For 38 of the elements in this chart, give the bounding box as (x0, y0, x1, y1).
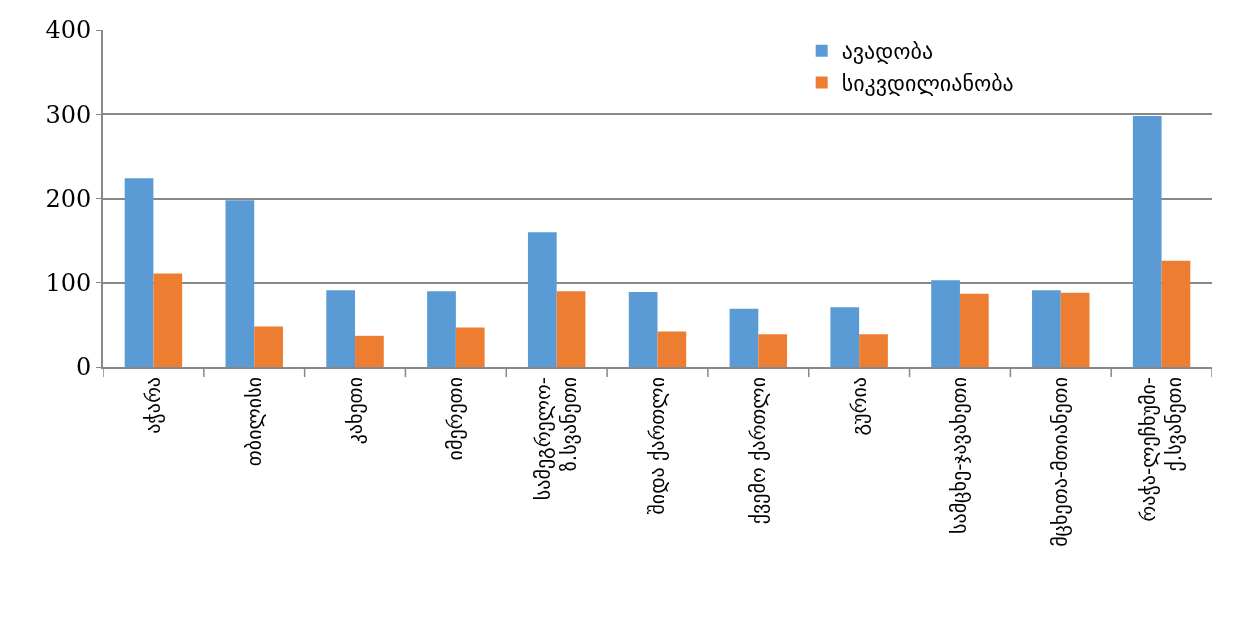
y-tick-label: 100 (45, 269, 92, 298)
bar (556, 291, 586, 367)
bar (225, 200, 255, 367)
bar (527, 232, 557, 367)
x-tick-label: აჭარა (140, 377, 165, 434)
y-tick-label: 200 (45, 184, 92, 213)
x-tick-label: შიდა ქართლი (645, 377, 669, 515)
legend-label: ავადობა (841, 39, 934, 65)
bar (355, 335, 384, 367)
bar (1161, 260, 1191, 367)
bar (859, 334, 888, 367)
x-tick-label: გურია (846, 377, 871, 436)
bar (124, 178, 154, 367)
x-tick-label: იმერეთი (443, 377, 468, 461)
bar (427, 291, 456, 367)
bar (758, 334, 788, 367)
y-tick-label: 300 (45, 100, 92, 129)
bar (830, 307, 860, 367)
y-tick-label: 400 (45, 16, 92, 45)
bar (326, 290, 356, 367)
bar (1132, 115, 1162, 367)
legend-label: სიკვდილიანობა (841, 70, 1014, 96)
bar (959, 293, 989, 367)
x-tick-label: მცხეთა-მთიანეთი (1048, 377, 1073, 547)
x-tick-label: ქვემო ქართლი (745, 377, 770, 525)
x-tick-label: თბილისი (241, 377, 266, 467)
bar (628, 292, 658, 367)
bar (657, 331, 687, 367)
bar (1060, 292, 1090, 367)
bar (254, 326, 283, 367)
bar (729, 308, 759, 367)
bar (153, 273, 183, 367)
x-tick-label: კახეთი (342, 377, 367, 445)
bar (931, 280, 960, 367)
bar (455, 327, 485, 367)
x-tick-label: სამცხე-ჯავახეთი (947, 377, 972, 534)
y-tick-label: 0 (75, 353, 92, 382)
bar (1032, 290, 1061, 367)
